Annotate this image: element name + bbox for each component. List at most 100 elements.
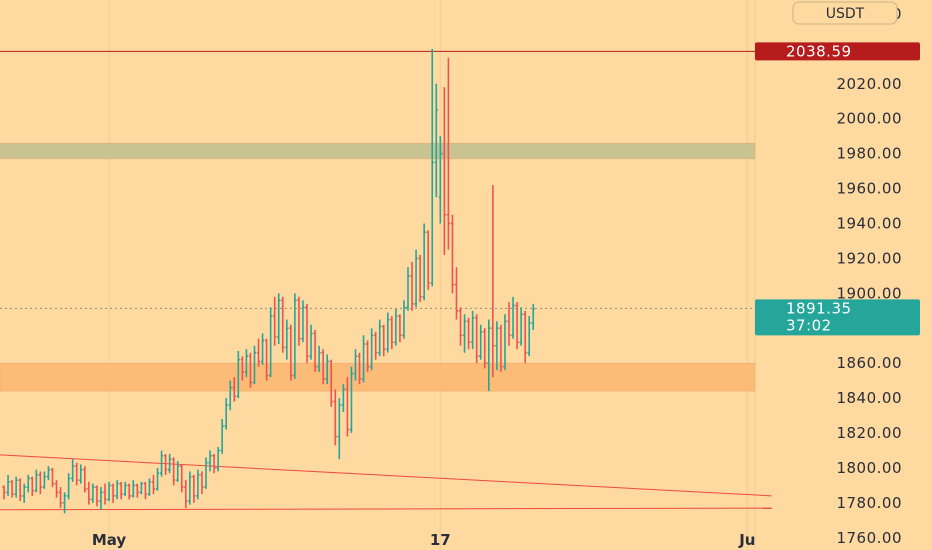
ohlc-bar [58,487,63,509]
ohlc-bar [374,331,378,360]
ohlc-bar [366,340,370,372]
ohlc-bar [107,481,111,502]
ohlc-bar [131,480,135,498]
ohlc-bar [95,485,99,507]
ohlc-bar [370,328,374,371]
ohlc-bar [305,303,309,364]
ohlc-bar [232,377,236,402]
price-tick-label: 1940.00 [836,214,902,232]
price-tick-label: 1780.00 [836,494,902,512]
time-tick-label: May [92,531,127,549]
ohlc-bar [115,480,119,500]
ohlc-bar [244,349,248,378]
ohlc-bar [418,254,422,303]
ohlc-bar [180,464,184,493]
ohlc-bar [273,296,277,346]
ohlc-bar [252,345,257,385]
ohlc-bar [200,471,204,495]
ohlc-bar [71,459,75,482]
ohlc-bar [54,480,59,498]
ohlc-bar [236,350,240,399]
ohlc-bar [462,314,467,353]
ohlc-bar [79,464,83,484]
ohlc-bar [155,467,160,491]
ohlc-bar [410,261,414,311]
ohlc-bar [208,450,212,472]
price-tick-label: 1820.00 [836,424,902,442]
ohlc-bar [317,345,321,372]
ohlc-bar [289,324,293,381]
ohlc-bar [277,293,281,344]
ohlc-bar [378,319,382,357]
ohlc-bar [91,483,95,503]
high-price-label: 2038.59 [786,42,852,60]
time-scale[interactable]: May 17 Ju [92,531,756,549]
ohlc-bar [196,469,200,500]
ohlc-bar [34,469,38,493]
ohlc-bar [42,471,46,489]
ohlc-bar [382,324,386,357]
ohlc-bar [531,303,535,330]
ohlc-bar [313,330,317,372]
ohlc-bar [14,476,18,498]
ohlc-bar [467,317,471,350]
ohlc-bar [220,419,224,454]
ohlc-bar [293,293,297,379]
ohlc-bar [519,307,523,346]
ohlc-bar [83,466,87,493]
support-resistance-zones [0,142,756,392]
price-tick-label: 1900.00 [836,284,902,302]
ohlc-bar [527,316,531,357]
trend-lines [0,454,772,511]
last-price-label: 1891.35 [786,299,852,317]
ohlc-bar [321,349,325,385]
trend-line [0,454,772,497]
high-price-tag: 2038.59 [755,42,920,61]
ohlc-bar [479,324,483,360]
price-tick-label: 1840.00 [836,389,902,407]
ohlc-bar [483,328,487,369]
ohlc-bar [176,460,180,482]
ohlc-bar [63,492,67,514]
ohlc-bar [67,473,71,500]
price-scale[interactable]: 1760.00 1780.00 1800.00 1820.00 1840.00 1860.… [836,5,902,547]
currency-label: USDT [826,6,865,22]
ohlc-bar [491,185,495,378]
ohlc-bar [248,352,253,388]
price-zone [0,362,756,392]
price-tick-label: 1960.00 [836,180,902,198]
ohlc-bar [240,356,244,381]
ohlc-bar [333,389,337,446]
ohlc-bar [216,446,220,472]
ohlc-bar [450,214,455,294]
ohlc-bar [337,398,341,460]
time-tick-label: Ju [738,531,755,549]
last-price-tag: 1891.35 37:02 [755,299,920,336]
price-zone [0,142,756,160]
ohlc-bar [26,474,30,493]
ohlc-bar [515,302,519,350]
ohlc-bar [503,314,507,371]
ohlc-bar [285,319,289,360]
ohlc-bar [147,478,152,496]
ohlc-bar [6,474,10,496]
trend-line [0,507,772,511]
ohlc-bar [361,335,366,383]
ohlc-bar [446,57,450,250]
ohlc-bar [269,307,273,378]
ohlc-bar [357,352,362,385]
ohlc-bar [406,267,410,311]
ohlc-bar [454,267,459,320]
currency-badge[interactable]: USDT [792,1,898,25]
ohlc-bar [123,481,127,496]
ohlc-bar [260,333,265,365]
ohlc-bar [111,483,115,503]
ohlc-bar [386,312,390,353]
ohlc-bar [345,377,349,437]
ohlc-bar [402,300,406,339]
ohlc-bar [30,476,34,496]
ohlc-bar [438,136,442,224]
ohlc-bar [511,296,515,339]
